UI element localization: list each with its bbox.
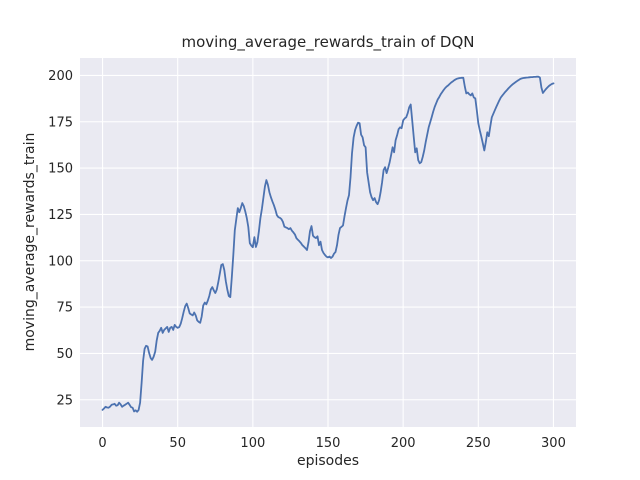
x-tick-label: 50 [169,436,186,451]
y-tick-label: 75 [56,301,73,316]
x-tick-label: 150 [316,436,341,451]
x-tick-label: 0 [98,436,106,451]
chart-title: moving_average_rewards_train of DQN [181,33,475,51]
x-tick-label: 300 [541,436,566,451]
x-tick-label: 200 [391,436,416,451]
y-tick-label: 25 [56,393,73,408]
y-axis-label: moving_average_rewards_train [22,132,38,352]
y-tick-label: 175 [48,115,73,130]
y-tick-label: 150 [48,162,73,177]
x-tick-label: 250 [466,436,491,451]
x-axis-label: episodes [296,453,360,469]
x-tick-label: 100 [240,436,265,451]
y-tick-label: 200 [48,69,73,84]
y-tick-label: 50 [56,347,73,362]
y-tick-label: 125 [48,208,73,223]
y-tick-label: 100 [48,254,73,269]
reward-line [101,75,555,413]
